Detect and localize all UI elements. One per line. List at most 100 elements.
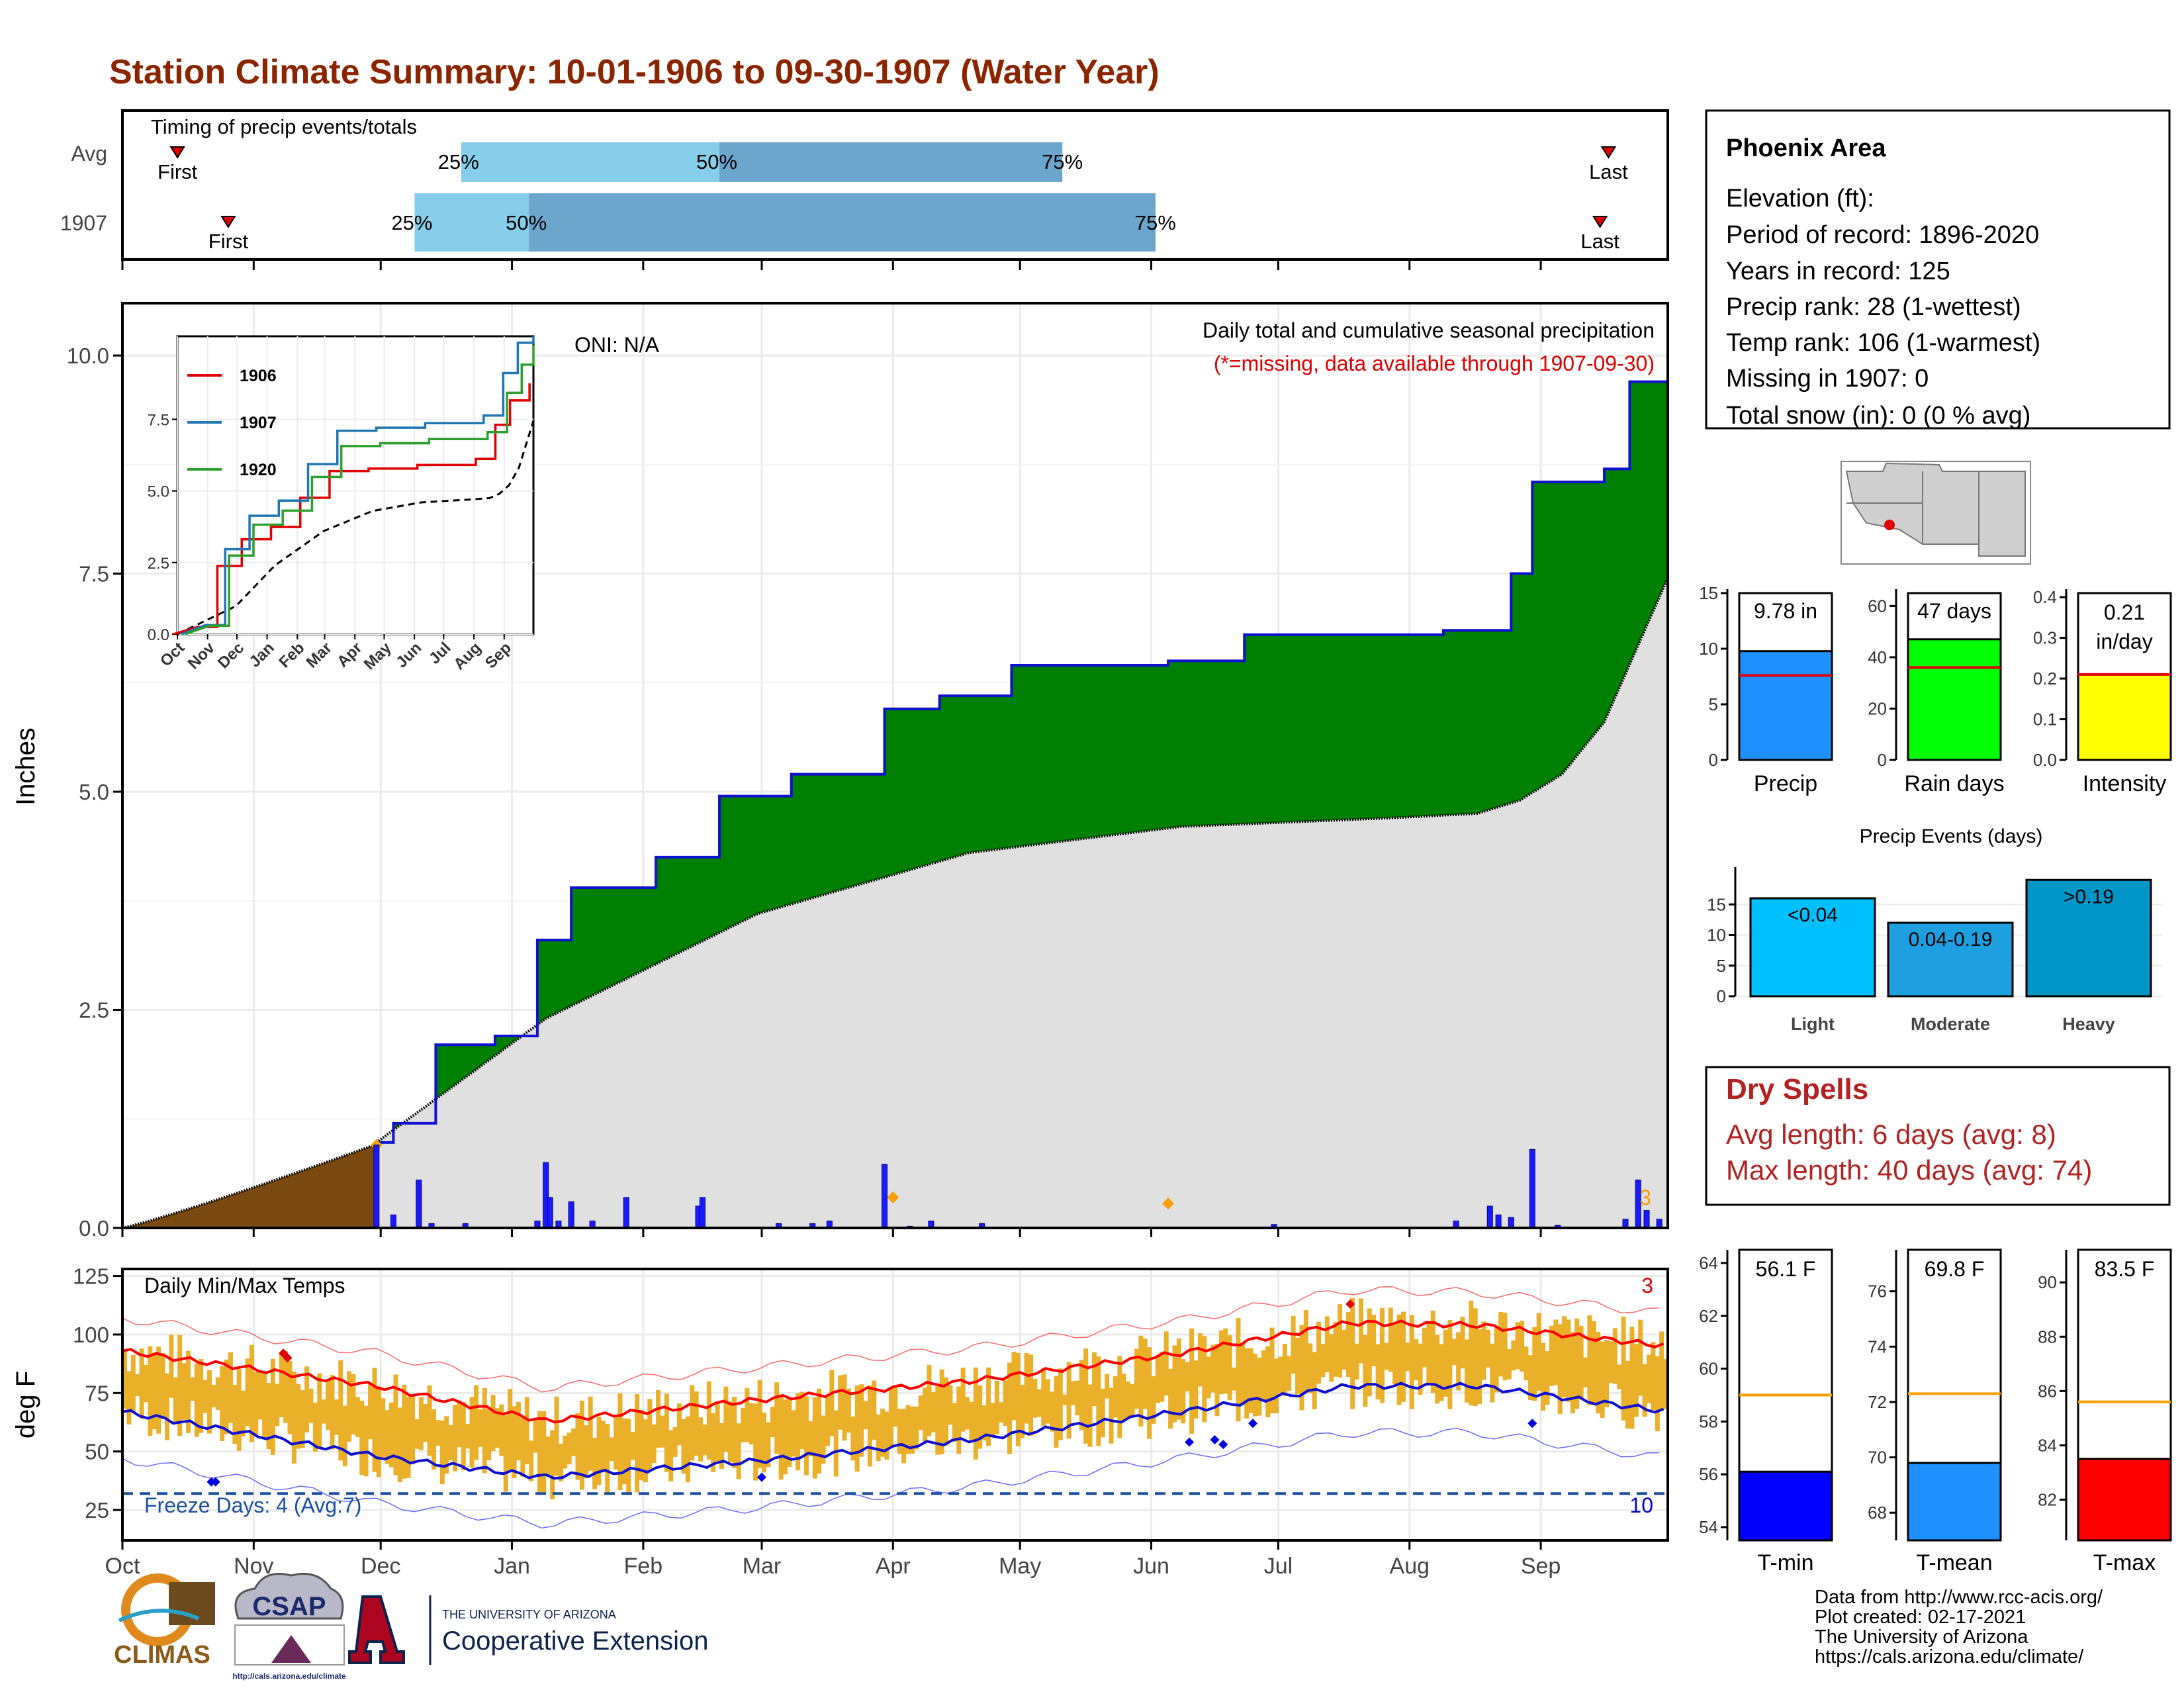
temp-daily-bar — [727, 1401, 733, 1462]
events-bar-Moderate — [1887, 921, 2014, 998]
temp-summary-y-tick-label: 56 — [1699, 1464, 1718, 1484]
temp-daily-bar — [351, 1374, 356, 1434]
temp-daily-bar — [766, 1422, 771, 1468]
timing-row-avg-label: Avg — [71, 142, 107, 165]
temp-summary-y-tick-label: 76 — [1868, 1282, 1887, 1301]
temp-daily-bar — [563, 1435, 568, 1469]
temp-daily-bar — [1257, 1357, 1262, 1416]
temp-record-low-count: 10 — [1629, 1493, 1653, 1517]
temp-summary-name-label: T-max — [2093, 1550, 2156, 1575]
temp-daily-bar — [1396, 1314, 1402, 1405]
temp-daily-bar — [397, 1407, 402, 1483]
timing-bar-50-75 — [719, 142, 1063, 182]
climas-logo-text: CLIMAS — [114, 1641, 210, 1669]
temp-summary-y-tick-label: 58 — [1699, 1411, 1718, 1431]
temp-daily-bar — [287, 1360, 293, 1434]
temp-daily-bar — [1096, 1356, 1101, 1446]
ua-logo-bottom-text: Cooperative Extension — [442, 1626, 708, 1656]
temp-daily-bar — [1193, 1360, 1199, 1419]
temp-daily-bar — [1490, 1343, 1495, 1403]
temp-daily-bar — [715, 1401, 720, 1462]
temp-daily-bar — [1028, 1354, 1034, 1436]
temp-daily-bar — [537, 1411, 542, 1493]
temp-daily-bar — [1024, 1353, 1029, 1424]
dry-spells-box: Dry Spells Avg length: 6 days (avg: 8) M… — [1705, 1066, 2171, 1206]
temp-daily-bar — [266, 1383, 271, 1450]
month-tick-label: Mar — [743, 1554, 782, 1579]
temp-daily-bar — [909, 1406, 915, 1454]
temp-daily-bar — [1181, 1358, 1186, 1424]
temp-daily-bar — [1456, 1332, 1461, 1391]
temp-daily-bar — [1291, 1315, 1296, 1374]
temp-daily-bar — [1574, 1318, 1580, 1409]
temp-daily-bar — [859, 1384, 864, 1457]
summary-y-tick-label: 0.4 — [2033, 587, 2057, 607]
month-tick-label: Jul — [1264, 1554, 1293, 1579]
temp-daily-bar — [1663, 1359, 1668, 1409]
csap-logo-text: CSAP — [252, 1592, 326, 1621]
temp-daily-bar — [355, 1397, 360, 1437]
precip-missing-marker — [1162, 1197, 1175, 1210]
temp-daily-bar — [702, 1424, 707, 1456]
temp-daily-bar — [1117, 1356, 1122, 1438]
temp-daily-bar — [1075, 1380, 1080, 1416]
temp-daily-bar — [1451, 1338, 1457, 1366]
temp-summary-y-tick-label: 88 — [2038, 1327, 2057, 1346]
temp-daily-bar — [1066, 1362, 1071, 1439]
credit-url: https://cals.arizona.edu/climate/ — [1815, 1646, 2084, 1667]
temp-daily-bar — [1583, 1357, 1588, 1387]
temp-panel-label: Daily Min/Max Temps — [144, 1274, 345, 1297]
temp-daily-bar — [821, 1415, 826, 1464]
temp-daily-bar — [1363, 1335, 1368, 1407]
temp-daily-bar — [833, 1410, 839, 1477]
timing-panel: 25% 50% 75% 25% 50% 75% Timing of precip even… — [60, 109, 1669, 270]
temp-daily-bar — [444, 1416, 449, 1474]
inset-y-tick-label: 0.0 — [148, 626, 169, 644]
temp-daily-bar — [617, 1393, 623, 1491]
precip-y-tick-label: 5.0 — [79, 780, 109, 804]
temp-daily-bar — [1655, 1356, 1660, 1432]
temp-summary-y-tick-label: 84 — [2038, 1435, 2057, 1455]
events-bar-Heavy — [2025, 878, 2152, 998]
temp-daily-bar — [410, 1394, 416, 1465]
station-precip-rank: Precip rank: 28 (1-wettest) — [1726, 293, 2021, 321]
temp-summary-y-tick-label: 72 — [1868, 1392, 1887, 1412]
temp-y-tick-label: 75 — [85, 1381, 109, 1405]
temp-daily-bar — [1625, 1360, 1631, 1429]
temp-daily-bar — [1591, 1321, 1596, 1405]
temp-daily-bar — [1392, 1325, 1398, 1385]
temp-daily-bar — [939, 1369, 944, 1454]
timing-last-marker — [1600, 146, 1617, 159]
temp-daily-bar — [1160, 1352, 1165, 1402]
temp-daily-bar — [1562, 1316, 1567, 1397]
precip-cumulative-line — [376, 375, 1669, 1144]
timing-row-1907-label: 1907 — [60, 211, 107, 235]
temp-daily-bar — [944, 1378, 949, 1446]
station-years: Years in record: 125 — [1726, 258, 1950, 285]
temp-daily-bar — [190, 1377, 195, 1401]
timing-last-label: Last — [1580, 230, 1619, 253]
temp-daily-bar — [1295, 1337, 1300, 1395]
temp-daily-bar — [973, 1367, 978, 1460]
temp-daily-bar — [330, 1375, 335, 1450]
temp-daily-bar — [1498, 1311, 1504, 1377]
temp-daily-bar — [1142, 1338, 1148, 1409]
temp-daily-bar — [1409, 1315, 1414, 1409]
temp-daily-bar — [173, 1377, 178, 1423]
temp-daily-bar — [435, 1420, 441, 1446]
temp-daily-bar — [1324, 1316, 1330, 1373]
temp-daily-bar — [359, 1400, 365, 1475]
temp-summary-y-tick-label: 82 — [2038, 1489, 2057, 1509]
ua-logo-top-text: THE UNIVERSITY OF ARIZONA — [442, 1608, 616, 1621]
precip-panel: 0.0 2.5 5.0 7.5 10.0 Inches ONI: N/A Daily t… — [11, 302, 1669, 1241]
temp-daily-bar — [897, 1409, 902, 1454]
temp-daily-bar — [1197, 1333, 1203, 1387]
temp-daily-bar — [1469, 1300, 1474, 1406]
temp-daily-bar — [677, 1403, 682, 1446]
temp-summary-y-tick-label: 64 — [1699, 1253, 1718, 1273]
temp-daily-bar — [931, 1391, 936, 1432]
temp-daily-bar — [253, 1372, 259, 1435]
temp-daily-bar — [799, 1391, 805, 1450]
temp-daily-bar — [872, 1380, 877, 1440]
temp-daily-bar — [1541, 1342, 1546, 1411]
